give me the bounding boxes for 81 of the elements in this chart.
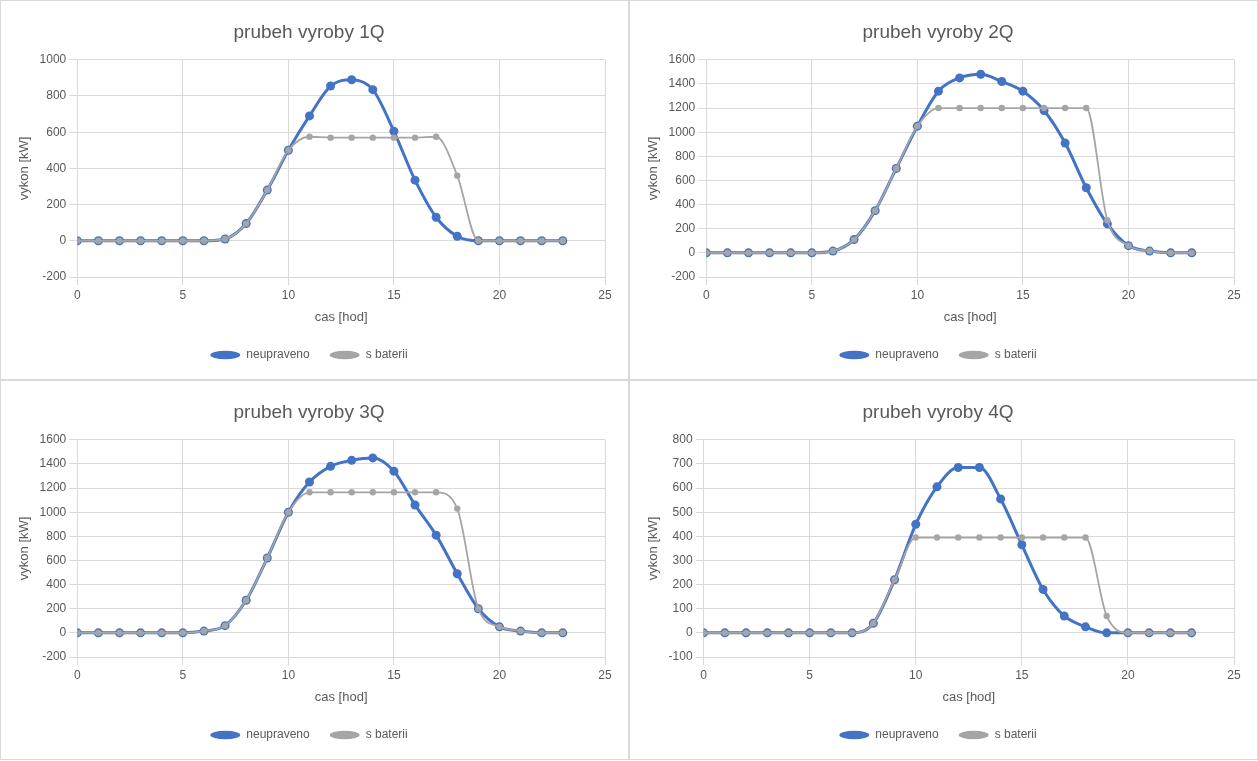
x-tick-label: 20 — [1121, 667, 1135, 682]
y-tick-label: 0 — [688, 245, 696, 260]
x-tick-label: 15 — [1016, 287, 1030, 302]
x-axis-title: cas [hod] — [314, 688, 368, 704]
y-tick-label: 1200 — [668, 100, 696, 115]
y-tick-label: 600 — [46, 124, 67, 139]
x-tick-label: 5 — [179, 667, 187, 682]
x-axis-title: cas [hod] — [314, 308, 368, 324]
y-tick-label: -200 — [42, 649, 67, 664]
y-tick-label: 800 — [675, 148, 696, 163]
y-tick-label: -200 — [671, 269, 696, 284]
y-tick-label: 1000 — [39, 504, 67, 519]
legend-label: s baterii — [994, 347, 1037, 362]
y-tick-label: 1200 — [39, 480, 67, 495]
x-tick-label: 20 — [492, 667, 507, 682]
legend-label: s baterii — [365, 347, 408, 362]
y-axis-title: vykon [kW] — [16, 516, 32, 581]
x-tick-label: 10 — [909, 667, 923, 682]
chart-title: prubeh vyroby 4Q — [862, 400, 1014, 422]
x-axis-title: cas [hod] — [943, 308, 997, 324]
y-tick-label: 1400 — [39, 456, 67, 471]
x-tick-label: 0 — [73, 287, 81, 302]
x-tick-label: 5 — [808, 287, 816, 302]
chart-title: prubeh vyroby 2Q — [862, 20, 1014, 42]
x-tick-label: 15 — [387, 667, 401, 682]
y-tick-label: -100 — [668, 649, 693, 664]
y-tick-label: 1600 — [39, 432, 67, 447]
y-tick-label: 1000 — [668, 124, 696, 139]
x-tick-label: 20 — [1121, 287, 1136, 302]
x-tick-label: 10 — [910, 287, 925, 302]
y-tick-label: 0 — [59, 625, 67, 640]
y-tick-label: 1400 — [668, 76, 696, 91]
y-axis-title: vykon [kW] — [16, 136, 32, 201]
y-tick-label: 400 — [46, 576, 67, 591]
y-tick-label: 500 — [672, 504, 693, 519]
x-tick-label: 10 — [281, 667, 296, 682]
x-tick-label: 25 — [598, 667, 612, 682]
y-tick-label: 1600 — [668, 52, 696, 67]
y-tick-label: 200 — [675, 221, 696, 236]
legend-label: neupraveno — [875, 347, 940, 362]
x-axis-title: cas [hod] — [942, 688, 996, 704]
y-tick-label: 800 — [672, 432, 693, 447]
x-tick-label: 15 — [1015, 667, 1029, 682]
x-tick-label: 25 — [1227, 287, 1241, 302]
legend-label: neupraveno — [875, 727, 940, 742]
legend-label: neupraveno — [246, 347, 311, 362]
x-tick-label: 25 — [1227, 667, 1241, 682]
y-axis-title: vykon [kW] — [645, 516, 661, 581]
chart-title: prubeh vyroby 1Q — [233, 20, 385, 42]
x-tick-label: 5 — [806, 667, 814, 682]
x-tick-label: 10 — [281, 287, 296, 302]
x-tick-label: 15 — [387, 287, 401, 302]
y-tick-label: 200 — [46, 601, 67, 616]
x-tick-label: 25 — [598, 287, 612, 302]
y-tick-label: 800 — [46, 88, 67, 103]
y-tick-label: 700 — [672, 456, 693, 471]
y-tick-label: 600 — [675, 172, 696, 187]
y-tick-label: 200 — [672, 576, 693, 591]
y-tick-label: 400 — [675, 196, 696, 211]
y-tick-label: -200 — [42, 269, 67, 284]
x-tick-label: 0 — [702, 287, 710, 302]
y-tick-label: 300 — [672, 552, 693, 567]
x-tick-label: 20 — [492, 287, 507, 302]
y-tick-label: 0 — [685, 625, 693, 640]
legend-label: s baterii — [365, 727, 408, 742]
legend-label: s baterii — [994, 727, 1037, 742]
y-tick-label: 600 — [672, 480, 693, 495]
y-tick-label: 1000 — [39, 52, 67, 67]
legend-label: neupraveno — [246, 727, 311, 742]
y-tick-label: 800 — [46, 528, 67, 543]
x-tick-label: 0 — [73, 667, 81, 682]
y-tick-label: 0 — [59, 233, 67, 248]
x-tick-label: 0 — [700, 667, 708, 682]
x-tick-label: 5 — [179, 287, 187, 302]
y-axis-title: vykon [kW] — [645, 136, 661, 201]
chart-title: prubeh vyroby 3Q — [233, 400, 385, 422]
y-tick-label: 400 — [672, 528, 693, 543]
y-tick-label: 400 — [46, 160, 67, 175]
y-tick-label: 600 — [46, 552, 67, 567]
y-tick-label: 100 — [672, 601, 693, 616]
y-tick-label: 200 — [46, 196, 67, 211]
